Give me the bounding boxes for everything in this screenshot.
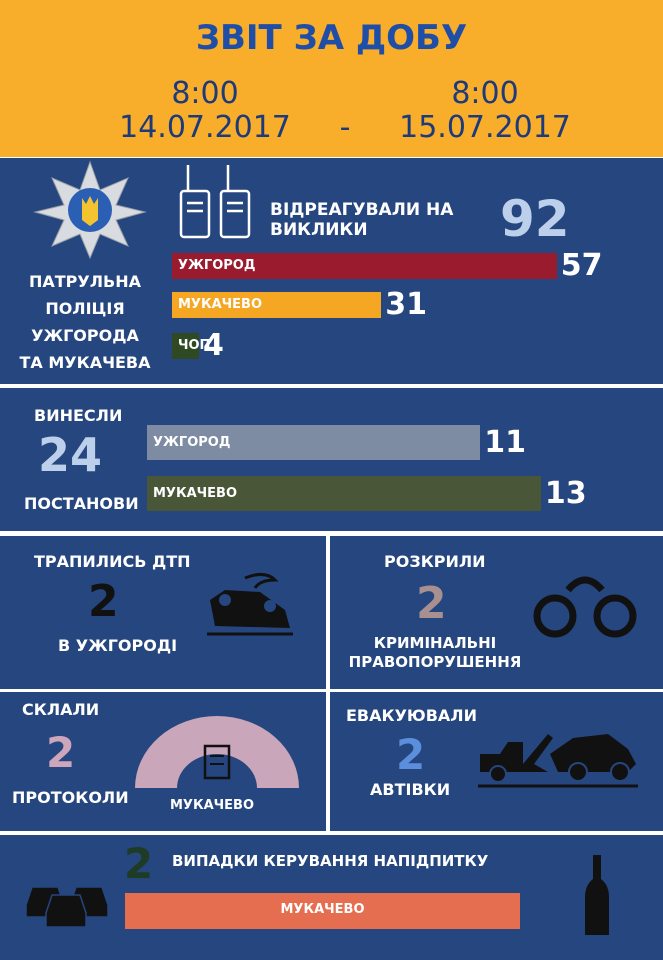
- text-line: УЖГОРОДА: [31, 326, 139, 345]
- text-line: ТА МУКАЧЕВА: [19, 353, 151, 372]
- divider: [326, 536, 330, 689]
- divider: [0, 384, 663, 388]
- bar-value: 57: [560, 248, 603, 283]
- accidents-place: В УЖГОРОДІ: [58, 636, 178, 655]
- rulings-bottom: ПОСТАНОВИ: [24, 494, 139, 513]
- bar: УЖГОРОД: [147, 425, 481, 460]
- protocols-label: СКЛАЛИ: [22, 700, 100, 719]
- text-line: ВІДРЕАГУВАЛИ НА: [270, 200, 454, 220]
- text-line: ПРАВОПОРУШЕННЯ: [348, 653, 522, 671]
- tow-truck-icon: [478, 734, 638, 788]
- bar-label: МУКАЧЕВО: [178, 297, 262, 312]
- evac-label: ЕВАКУЮВАЛИ: [346, 706, 477, 725]
- divider: [0, 689, 663, 692]
- bar: УЖГОРОД: [172, 253, 557, 279]
- bar: ЧОП: [172, 333, 210, 359]
- bar-label: МУКАЧЕВО: [153, 486, 237, 501]
- handcuffs-icon: [533, 576, 637, 638]
- police-label: ПАТРУЛЬНА ПОЛІЦІЯ УЖГОРОДА ТА МУКАЧЕВА: [10, 268, 160, 376]
- rulings-section: ВИНЕСЛИ 24 ПОСТАНОВИ УЖГОРОД 11 МУКАЧЕВО 13: [0, 388, 663, 531]
- protocols-evac-section: СКЛАЛИ 2 ПРОТОКОЛИ МУКАЧЕВО ЕВАКУЮВАЛИ 2…: [0, 692, 663, 831]
- rulings-total: 24: [38, 428, 103, 482]
- drunk-value: 2: [124, 839, 154, 888]
- protocol-arc: [135, 716, 299, 788]
- bar-label: ЧОП: [178, 338, 211, 353]
- calls-label: ВІДРЕАГУВАЛИ НА ВИКЛИКИ: [270, 200, 453, 240]
- bar-value: 11: [484, 425, 527, 460]
- accidents-crimes-section: ТРАПИЛИСЬ ДТП 2 В УЖГОРОДІ РОЗКРИЛИ 2 КР…: [0, 536, 663, 689]
- bar-value: 4: [203, 328, 224, 363]
- text-line: КРИМІНАЛЬНІ: [373, 634, 497, 652]
- to-date: 15.07.2017: [399, 110, 571, 145]
- text-line: ПАТРУЛЬНА: [28, 272, 141, 291]
- radio-icon: [179, 165, 251, 239]
- accidents-value: 2: [88, 576, 119, 627]
- bottle-icon: [585, 855, 609, 935]
- to-time: 8:00: [451, 76, 519, 111]
- calls-section: ПАТРУЛЬНА ПОЛІЦІЯ УЖГОРОДА ТА МУКАЧЕВА ВІДР…: [0, 158, 663, 384]
- protocols-place: МУКАЧЕВО: [170, 798, 254, 813]
- calls-total: 92: [500, 190, 570, 248]
- divider: [0, 831, 663, 835]
- drunk-place: МУКАЧЕВО: [280, 902, 365, 917]
- rulings-top: ВИНЕСЛИ: [34, 406, 123, 425]
- text-line: ПОЛІЦІЯ: [45, 299, 125, 318]
- bar: МУКАЧЕВО: [147, 476, 541, 511]
- header: ЗВІТ ЗА ДОБУ 8:00 14.07.2017 - 8:00 15.0…: [0, 0, 663, 157]
- drunk-bar: МУКАЧЕВО: [125, 893, 520, 929]
- separator: -: [339, 110, 351, 145]
- drunk-section: 2 ВИПАДКИ КЕРУВАННЯ НАПІДПИТКУ МУКАЧЕВО: [0, 835, 663, 960]
- protocols-value: 2: [46, 728, 76, 777]
- bar: МУКАЧЕВО: [172, 292, 382, 318]
- crimes-value: 2: [416, 578, 447, 629]
- crimes-label: РОЗКРИЛИ: [384, 552, 486, 571]
- bar-value: 13: [544, 476, 587, 511]
- divider: [0, 531, 663, 536]
- police-badge: [33, 160, 147, 260]
- crimes-caption: КРИМІНАЛЬНІ ПРАВОПОРУШЕННЯ: [340, 634, 530, 672]
- bar-label: УЖГОРОД: [178, 258, 256, 273]
- drunk-label: ВИПАДКИ КЕРУВАННЯ НАПІДПИТКУ: [172, 852, 489, 870]
- bar-value: 31: [385, 287, 427, 322]
- from-time: 8:00: [171, 76, 239, 111]
- evac-caption: АВТІВКИ: [370, 780, 451, 799]
- from-date: 14.07.2017: [119, 110, 291, 145]
- protocols-caption: ПРОТОКОЛИ: [12, 788, 129, 807]
- evac-value: 2: [396, 730, 426, 779]
- title: ЗВІТ ЗА ДОБУ: [195, 18, 468, 58]
- accidents-label: ТРАПИЛИСЬ ДТП: [34, 552, 191, 571]
- cars-icon: [25, 886, 109, 928]
- text-line: ВИКЛИКИ: [270, 220, 368, 240]
- bar-label: УЖГОРОД: [153, 435, 231, 450]
- divider: [326, 692, 330, 831]
- crash-icon: [207, 573, 293, 636]
